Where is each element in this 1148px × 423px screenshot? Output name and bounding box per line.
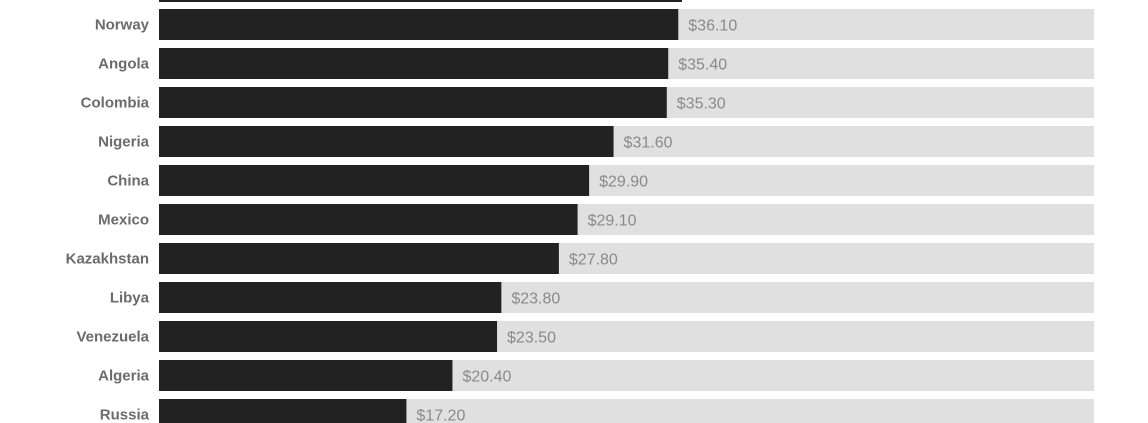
bar bbox=[159, 243, 559, 274]
bar-row: Angola $35.40 bbox=[98, 48, 1094, 79]
bar-row: Mexico $29.10 bbox=[98, 204, 1094, 235]
bar bbox=[159, 9, 679, 40]
category-label: China bbox=[107, 173, 149, 190]
value-label: $35.40 bbox=[678, 57, 727, 74]
value-label: $29.90 bbox=[599, 174, 648, 191]
bar bbox=[159, 282, 502, 313]
value-label: $35.30 bbox=[677, 96, 726, 113]
category-label: Nigeria bbox=[98, 134, 150, 151]
bar bbox=[159, 48, 669, 79]
bar-row: Colombia $35.30 bbox=[81, 87, 1094, 118]
value-label: $31.60 bbox=[624, 135, 673, 152]
category-label: Russia bbox=[100, 407, 150, 423]
value-label: $27.80 bbox=[569, 252, 618, 269]
value-label: $23.50 bbox=[507, 330, 556, 347]
bar-row: Russia $17.20 bbox=[100, 399, 1094, 423]
bar-row: Libya $23.80 bbox=[110, 282, 1094, 313]
category-label: Norway bbox=[95, 17, 150, 34]
value-label: $23.80 bbox=[511, 291, 560, 308]
bar-row: Kazakhstan $27.80 bbox=[66, 243, 1094, 274]
bar bbox=[159, 165, 590, 196]
category-label: Algeria bbox=[98, 368, 150, 385]
bar-row: Nigeria $31.60 bbox=[98, 126, 1094, 157]
bar-row: Algeria $20.40 bbox=[98, 360, 1094, 391]
bar bbox=[159, 360, 453, 391]
category-label: Venezuela bbox=[76, 329, 149, 346]
category-label: Libya bbox=[110, 290, 150, 307]
category-label: Kazakhstan bbox=[66, 251, 149, 268]
category-label: Mexico bbox=[98, 212, 149, 229]
bar-row: China $29.90 bbox=[107, 165, 1094, 196]
bar bbox=[159, 204, 578, 235]
category-label: Colombia bbox=[81, 95, 150, 112]
bar bbox=[159, 399, 407, 423]
value-label: $36.10 bbox=[688, 18, 737, 35]
value-label: $20.40 bbox=[462, 369, 511, 386]
category-label: Angola bbox=[98, 56, 149, 73]
value-label: $17.20 bbox=[416, 408, 465, 423]
bar bbox=[159, 321, 498, 352]
bar bbox=[159, 87, 667, 118]
top-partial-bar bbox=[159, 0, 682, 2]
bar-row: Venezuela $23.50 bbox=[76, 321, 1094, 352]
value-label: $29.10 bbox=[588, 213, 637, 230]
bar bbox=[159, 126, 614, 157]
bar-row: Norway $36.10 bbox=[95, 9, 1094, 40]
